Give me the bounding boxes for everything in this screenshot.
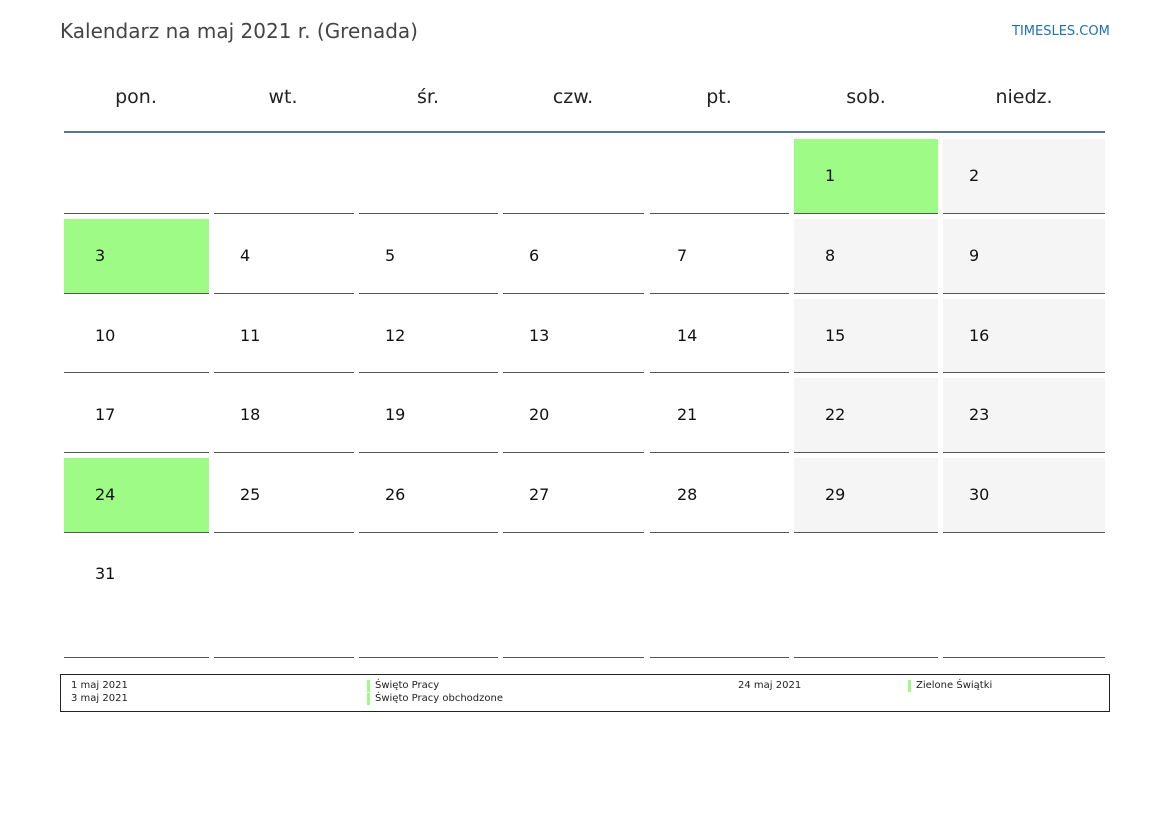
day-cell[interactable]: 25 xyxy=(214,458,354,533)
empty-day-cell xyxy=(64,139,209,214)
legend-color-marker xyxy=(367,680,370,692)
day-cell[interactable]: 13 xyxy=(503,299,644,373)
day-number: 27 xyxy=(529,485,550,504)
day-cell[interactable]: 1 xyxy=(794,139,938,214)
day-cell[interactable]: 8 xyxy=(794,219,938,294)
day-number: 24 xyxy=(95,485,116,504)
empty-day-cell xyxy=(214,139,354,214)
day-cell[interactable]: 27 xyxy=(503,458,644,533)
weekday-label: sob. xyxy=(846,86,886,108)
day-number: 22 xyxy=(825,405,846,424)
weekday-label: śr. xyxy=(416,86,439,108)
day-cell[interactable]: 17 xyxy=(64,378,209,453)
weekday-label: wt. xyxy=(268,86,298,108)
day-number: 12 xyxy=(385,326,406,345)
legend-holiday-name: Zielone Świątki xyxy=(916,680,993,691)
legend-color-marker xyxy=(908,680,911,692)
day-cell[interactable]: 7 xyxy=(650,219,789,294)
day-number: 7 xyxy=(677,246,688,265)
day-number: 17 xyxy=(95,405,116,424)
day-number: 13 xyxy=(529,326,550,345)
empty-day-cell xyxy=(943,538,1105,658)
day-cell[interactable]: 4 xyxy=(214,219,354,294)
empty-day-cell xyxy=(794,538,938,658)
day-number: 3 xyxy=(95,246,106,265)
day-number: 19 xyxy=(385,405,406,424)
day-cell[interactable]: 14 xyxy=(650,299,789,373)
empty-day-cell xyxy=(359,538,498,658)
empty-day-cell xyxy=(650,538,789,658)
holiday-legend: 1 maj 2021 3 maj 2021 Święto Pracy Święt… xyxy=(60,674,1110,712)
legend-holiday-name: Święto Pracy xyxy=(375,680,440,691)
day-cell[interactable]: 9 xyxy=(943,219,1105,294)
empty-day-cell xyxy=(650,139,789,214)
legend-date: 3 maj 2021 xyxy=(71,693,128,704)
day-number: 23 xyxy=(969,405,990,424)
day-cell[interactable]: 11 xyxy=(214,299,354,373)
weekday-label: pon. xyxy=(115,86,157,108)
day-cell[interactable]: 5 xyxy=(359,219,498,294)
day-number: 15 xyxy=(825,326,846,345)
weekday-label: pt. xyxy=(706,86,732,108)
day-cell[interactable]: 19 xyxy=(359,378,498,453)
day-number: 2 xyxy=(969,166,980,185)
legend-color-marker xyxy=(367,693,370,705)
day-number: 21 xyxy=(677,405,698,424)
weekday-label: czw. xyxy=(552,86,594,108)
day-cell[interactable]: 24 xyxy=(64,458,209,533)
day-number: 4 xyxy=(240,246,251,265)
empty-day-cell xyxy=(503,139,644,214)
day-number: 26 xyxy=(385,485,406,504)
day-number: 30 xyxy=(969,485,990,504)
day-cell[interactable]: 31 xyxy=(64,538,209,658)
day-number: 9 xyxy=(969,246,980,265)
day-cell[interactable]: 2 xyxy=(943,139,1105,214)
day-cell[interactable]: 16 xyxy=(943,299,1105,373)
day-number: 8 xyxy=(825,246,836,265)
day-number: 28 xyxy=(677,485,698,504)
day-cell[interactable]: 23 xyxy=(943,378,1105,453)
day-number: 29 xyxy=(825,485,846,504)
empty-day-cell xyxy=(503,538,644,658)
day-number: 1 xyxy=(825,166,836,185)
day-cell[interactable]: 28 xyxy=(650,458,789,533)
day-cell[interactable]: 3 xyxy=(64,219,209,294)
page-title: Kalendarz na maj 2021 r. (Grenada) xyxy=(60,19,418,43)
day-cell[interactable]: 30 xyxy=(943,458,1105,533)
day-number: 14 xyxy=(677,326,698,345)
weekday-label: niedz. xyxy=(995,86,1053,108)
day-cell[interactable]: 29 xyxy=(794,458,938,533)
day-cell[interactable]: 10 xyxy=(64,299,209,373)
day-number: 18 xyxy=(240,405,261,424)
day-cell[interactable]: 21 xyxy=(650,378,789,453)
legend-date: 24 maj 2021 xyxy=(738,680,802,691)
empty-day-cell xyxy=(214,538,354,658)
empty-day-cell xyxy=(359,139,498,214)
day-number: 16 xyxy=(969,326,990,345)
day-number: 5 xyxy=(385,246,396,265)
day-number: 20 xyxy=(529,405,550,424)
day-cell[interactable]: 18 xyxy=(214,378,354,453)
day-number: 31 xyxy=(95,564,116,583)
day-cell[interactable]: 12 xyxy=(359,299,498,373)
day-number: 6 xyxy=(529,246,540,265)
brand-link[interactable]: TIMESLES.COM xyxy=(1012,24,1110,39)
header-divider xyxy=(64,131,1105,133)
legend-date: 1 maj 2021 xyxy=(71,680,128,691)
day-number: 10 xyxy=(95,326,116,345)
day-number: 25 xyxy=(240,485,261,504)
day-number: 11 xyxy=(240,326,261,345)
day-cell[interactable]: 20 xyxy=(503,378,644,453)
legend-holiday-name: Święto Pracy obchodzone xyxy=(375,693,503,704)
day-cell[interactable]: 22 xyxy=(794,378,938,453)
day-cell[interactable]: 15 xyxy=(794,299,938,373)
day-cell[interactable]: 6 xyxy=(503,219,644,294)
day-cell[interactable]: 26 xyxy=(359,458,498,533)
